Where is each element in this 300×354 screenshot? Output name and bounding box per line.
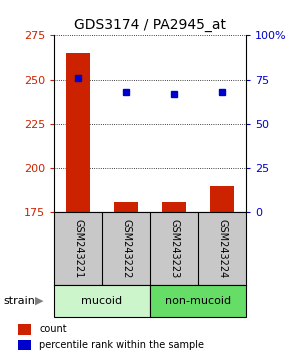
Text: GSM243224: GSM243224 [217,219,227,278]
Text: GSM243221: GSM243221 [73,219,83,278]
Bar [114,202,138,212]
Bar [18,324,31,335]
Text: ▶: ▶ [34,296,43,306]
Text: mucoid: mucoid [81,296,123,306]
Bar [150,285,246,317]
Bar [210,186,234,212]
Text: GSM243223: GSM243223 [169,219,179,278]
Text: strain: strain [3,296,35,306]
Bar [162,202,186,212]
Title: GDS3174 / PA2945_at: GDS3174 / PA2945_at [74,18,226,32]
Bar [66,53,90,212]
Bar [54,285,150,317]
Text: percentile rank within the sample: percentile rank within the sample [39,340,204,350]
Text: GSM243222: GSM243222 [121,219,131,278]
Text: count: count [39,324,67,334]
Text: non-mucoid: non-mucoid [165,296,231,306]
Bar [18,340,31,350]
